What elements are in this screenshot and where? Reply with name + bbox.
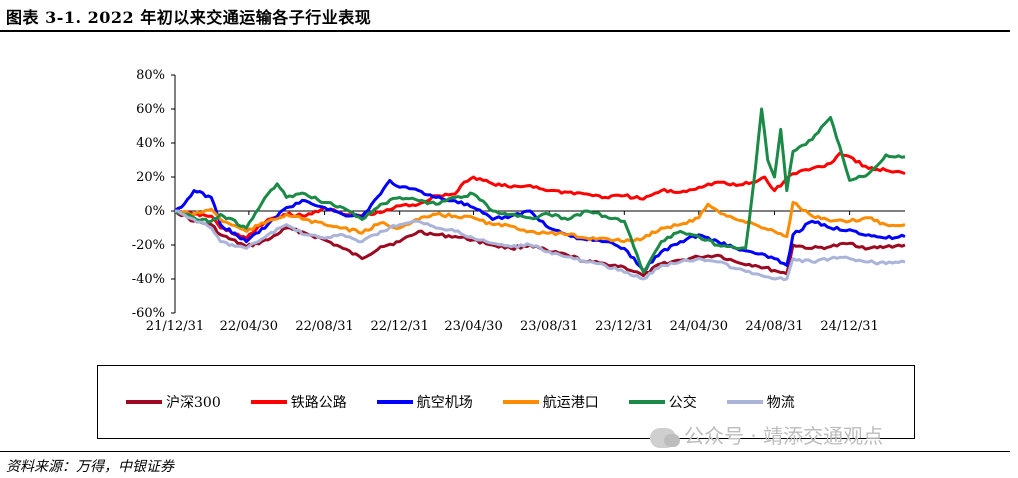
- legend-label: 物流: [766, 395, 795, 411]
- legend-swatch: [376, 400, 413, 404]
- legend-item: 沪深300: [126, 392, 221, 412]
- y-tick-label: 60%: [136, 102, 165, 117]
- legend-item: 物流: [726, 392, 795, 412]
- y-tick-label: -40%: [132, 272, 165, 287]
- x-tick-label: 23/12/31: [595, 319, 653, 334]
- watermark: 公众号 · 靖添交通观点: [650, 420, 883, 449]
- legend-swatch: [726, 400, 763, 404]
- y-tick-label: 20%: [136, 170, 165, 185]
- x-tick-label: 22/08/31: [295, 319, 353, 334]
- series-line-5: [174, 107, 906, 274]
- legend-box: [97, 365, 915, 439]
- legend-swatch: [250, 400, 287, 404]
- y-tick-label: 80%: [136, 68, 165, 83]
- series-line-3: [174, 178, 906, 272]
- y-tick-label: -60%: [132, 306, 165, 321]
- bottom-rule: [0, 451, 1010, 452]
- legend-label: 航空机场: [416, 395, 473, 411]
- x-tick-label: 23/04/30: [444, 319, 502, 334]
- x-tick-label: 21/12/31: [146, 319, 204, 334]
- source-note: 资料来源：万得，中银证券: [6, 459, 174, 475]
- legend-swatch: [628, 400, 665, 404]
- legend-label: 航运港口: [542, 395, 599, 411]
- series-line-6: [175, 209, 906, 282]
- y-tick-label: -20%: [132, 238, 165, 253]
- watermark-text: 公众号 · 靖添交通观点: [684, 424, 884, 448]
- legend-item: 铁路公路: [250, 392, 347, 412]
- legend-label: 公交: [668, 395, 697, 411]
- top-rule: [0, 30, 1010, 32]
- x-tick-label: 24/04/30: [670, 319, 728, 334]
- legend-swatch: [126, 400, 162, 404]
- x-tick-label: 23/08/31: [520, 319, 578, 334]
- legend-item: 航空机场: [376, 392, 473, 412]
- x-tick-label: 24/12/31: [820, 319, 878, 334]
- x-tick-label: 22/04/30: [220, 319, 278, 334]
- y-tick-label: 40%: [136, 136, 165, 151]
- legend: 沪深300 铁路公路 航空机场 航运港口 公交 物流: [126, 392, 825, 412]
- x-tick-label: 22/12/31: [370, 319, 428, 334]
- legend-swatch: [502, 400, 539, 404]
- y-tick-label: 0%: [144, 204, 165, 219]
- wechat-icon: [650, 427, 680, 448]
- chart-title: 图表 3-1. 2022 年初以来交通运输各子行业表现: [6, 8, 372, 27]
- legend-label: 沪深300: [166, 395, 221, 411]
- x-tick-label: 24/08/31: [745, 319, 803, 334]
- legend-item: 公交: [628, 392, 697, 412]
- legend-label: 铁路公路: [290, 395, 347, 411]
- legend-item: 航运港口: [502, 392, 599, 412]
- series-line-4: [174, 201, 906, 244]
